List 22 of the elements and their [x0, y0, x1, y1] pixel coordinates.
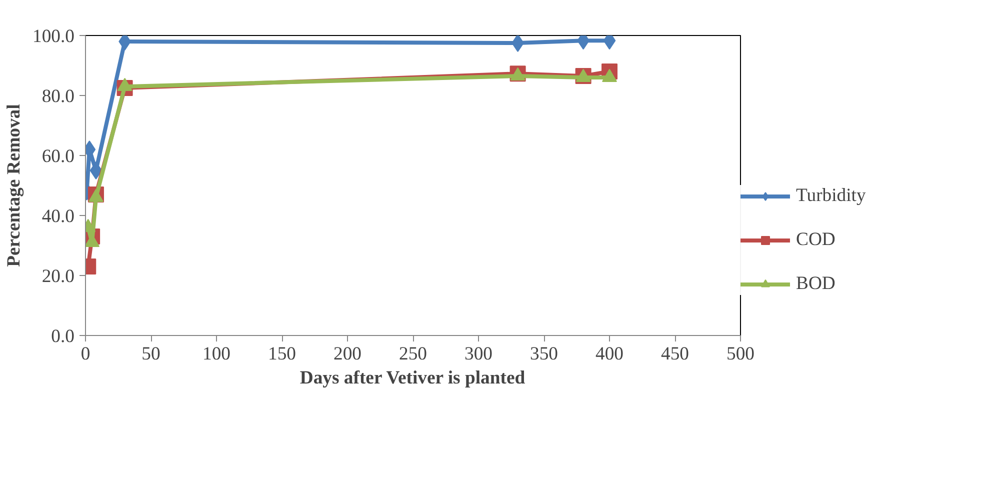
- x-tick-label: 350: [530, 344, 558, 364]
- y-tick-label: 60.0: [42, 146, 75, 167]
- y-tick-label: 100.0: [32, 26, 75, 47]
- y-tick-label: 0.0: [51, 326, 75, 347]
- y-tick-label: 80.0: [42, 86, 75, 107]
- x-tick-label: 300: [464, 344, 492, 364]
- y-tick-label: 40.0: [42, 206, 75, 227]
- x-tick-label: 450: [661, 344, 689, 364]
- x-tick-label: 0: [80, 344, 90, 364]
- y-tick-label: 20.0: [42, 266, 75, 287]
- x-tick-label: 200: [334, 344, 362, 364]
- x-tick-label: 400: [596, 344, 624, 364]
- x-tick-label: 150: [268, 344, 296, 364]
- x-tick-label: 100: [202, 344, 230, 364]
- x-tick-label: 50: [142, 344, 160, 364]
- x-tick-label: 500: [726, 344, 754, 364]
- x-tick-label: 250: [399, 344, 427, 364]
- legend-label: BOD: [796, 273, 836, 295]
- legend-label: COD: [796, 229, 836, 251]
- legend-label: Turbidity: [796, 185, 866, 207]
- x-axis-title: Days after Vetiver is planted: [300, 368, 526, 388]
- y-axis-title: Percentage Removal: [4, 104, 25, 267]
